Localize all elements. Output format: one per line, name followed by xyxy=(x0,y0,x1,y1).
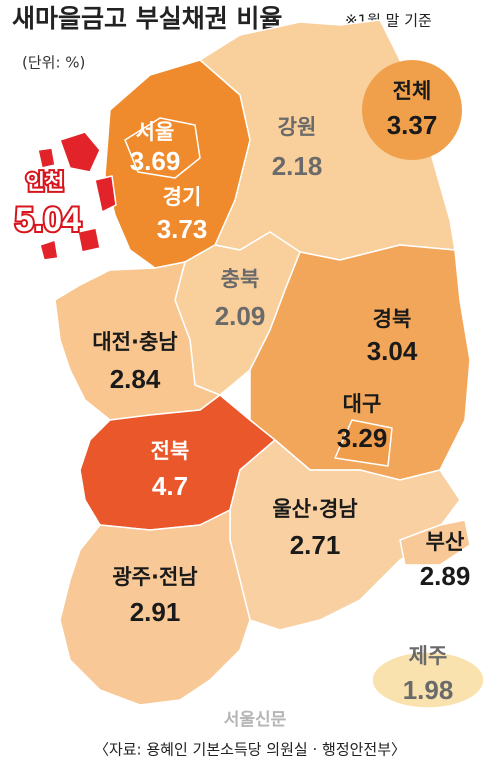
region-name: 대전·충남 xyxy=(92,330,177,354)
region-value: 2.18 xyxy=(272,151,323,181)
title: 새마을금고 부실채권 비율 xyxy=(12,4,282,33)
region-name: 부산 xyxy=(426,530,465,554)
region-value: 3.69 xyxy=(130,146,181,176)
unit: (단위: %) xyxy=(22,54,85,72)
region-name: 인천 xyxy=(26,170,65,194)
region-value: 2.09 xyxy=(215,301,266,331)
region-name: 강원 xyxy=(278,115,317,139)
region-name: 전북 xyxy=(151,439,190,463)
labels: 서울 3.69 경기 3.73 인천 5.04 강원 2.18 충북 2.09 … xyxy=(13,115,471,705)
region-incheon xyxy=(37,131,117,261)
region-name: 대구 xyxy=(343,392,382,416)
region-value: 2.91 xyxy=(130,597,181,627)
region-value: 3.29 xyxy=(337,423,388,453)
region-value: 5.04 xyxy=(15,201,81,239)
total-name: 전체 xyxy=(393,79,432,103)
region-busan xyxy=(399,519,471,566)
region-seoul xyxy=(124,117,201,179)
total-circle xyxy=(362,60,462,160)
region-name: 경기 xyxy=(163,185,202,209)
region-daegu xyxy=(334,419,393,467)
region-value: 2.71 xyxy=(290,530,341,560)
region-value: 2.84 xyxy=(110,364,161,394)
source: 〈자료: 용혜인 기본소득당 의원실 · 행정안전부〉 xyxy=(94,741,406,759)
region-name: 광주·전남 xyxy=(112,565,197,589)
total-value: 3.37 xyxy=(387,110,438,140)
region-name: 제주 xyxy=(409,644,448,668)
region-value: 3.73 xyxy=(157,214,208,244)
region-value: 4.7 xyxy=(152,471,188,501)
region-name: 울산·경남 xyxy=(272,497,357,521)
watermark: 서울신문 xyxy=(224,710,287,730)
region-name: 서울 xyxy=(136,120,175,144)
region-name: 충북 xyxy=(221,267,260,291)
region-name: 경북 xyxy=(373,307,412,331)
region-jeju xyxy=(371,651,485,709)
regions xyxy=(37,19,485,709)
region-value: 3.04 xyxy=(367,336,418,366)
region-jeonnam xyxy=(59,509,251,706)
region-chungnam xyxy=(54,261,221,421)
region-value: 2.89 xyxy=(420,561,471,591)
region-value: 1.98 xyxy=(403,675,454,705)
